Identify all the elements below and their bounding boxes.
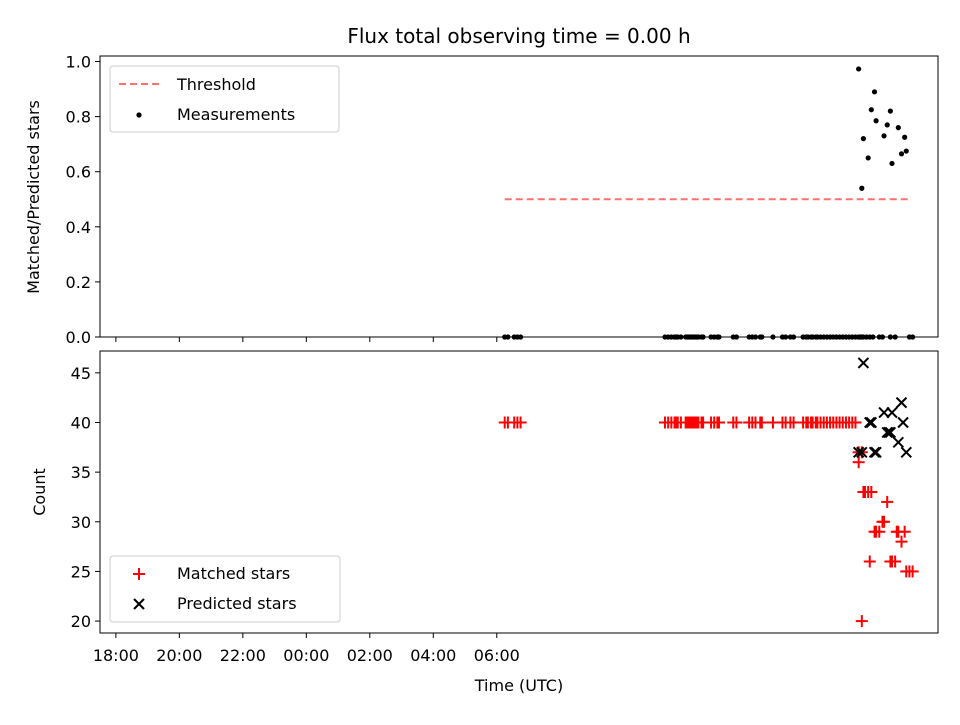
- y-tick-label: 35: [71, 463, 91, 482]
- matched-point: [855, 615, 868, 628]
- x-tick-label: 00:00: [283, 646, 329, 665]
- y-tick-label: 30: [71, 513, 91, 532]
- legend-predicted-swatch: [133, 598, 145, 610]
- predicted-point: [900, 446, 912, 458]
- legend-predicted-label: Predicted stars: [177, 594, 297, 613]
- ratio-x-ticks: [115, 337, 498, 342]
- matched-point: [755, 416, 768, 429]
- measurement-point: [887, 108, 893, 114]
- measurement-point: [871, 89, 878, 95]
- x-tick-label: 18:00: [93, 646, 139, 665]
- ratio-legend: Threshold Measurements: [109, 65, 340, 133]
- x-tick-label: 02:00: [347, 646, 393, 665]
- measurement-point: [898, 151, 905, 157]
- legend-measurements-swatch: [136, 112, 142, 118]
- predicted-point: [865, 416, 878, 429]
- y-tick-label: 45: [71, 364, 91, 383]
- x-tick-label: 06:00: [474, 646, 520, 665]
- measurement-point: [856, 66, 862, 72]
- legend-threshold-label: Threshold: [176, 75, 256, 94]
- y-tick-label: 25: [71, 562, 91, 581]
- matched-point: [873, 525, 886, 538]
- counts-panel: 20 25 30 35 40 45 18:00 20:00 22:00 00:00 02:00 04…: [30, 350, 939, 695]
- counts-legend: Matched stars Predicted stars: [109, 555, 341, 623]
- counts-y-label: Count: [30, 468, 49, 516]
- predicted-point: [883, 426, 895, 439]
- matched-point: [881, 495, 894, 508]
- matched-point: [863, 555, 876, 568]
- predicted-point: [881, 426, 893, 439]
- predicted-point: [892, 436, 905, 449]
- predicted-point: [895, 396, 908, 409]
- x-tick-label: 20:00: [156, 646, 202, 665]
- measurement-point: [881, 133, 887, 139]
- y-tick-label: 40: [71, 413, 91, 432]
- matched-point: [895, 535, 908, 548]
- predicted-point: [852, 446, 865, 458]
- counts-marks: [498, 357, 919, 628]
- measurement-point: [903, 148, 909, 154]
- measurement-point: [902, 134, 908, 140]
- y-tick-label: 0.8: [66, 108, 91, 127]
- measurement-point: [860, 136, 867, 142]
- measurement-point: [868, 107, 874, 113]
- predicted-point: [884, 426, 897, 439]
- counts-legend-box: [109, 555, 341, 623]
- legend-matched-swatch: [133, 568, 145, 580]
- measurement-point: [884, 122, 890, 128]
- matched-point: [906, 565, 919, 578]
- ratio-marks: [502, 66, 916, 340]
- y-tick-label: 0.0: [66, 328, 91, 347]
- y-tick-label: 0.4: [66, 218, 91, 237]
- predicted-point: [868, 446, 881, 458]
- predicted-point: [897, 416, 909, 429]
- y-tick-label: 20: [71, 612, 91, 631]
- measurement-point: [859, 185, 865, 191]
- x-tick-label: 04:00: [410, 646, 456, 665]
- ratio-legend-box: [109, 65, 340, 133]
- predicted-point: [857, 357, 870, 369]
- legend-matched-label: Matched stars: [177, 564, 290, 583]
- predicted-point: [886, 406, 898, 419]
- measurement-point: [865, 155, 871, 161]
- matched-point: [514, 416, 527, 429]
- y-tick-label: 0.6: [66, 163, 91, 182]
- predicted-point: [864, 416, 876, 429]
- predicted-point: [856, 446, 868, 458]
- ratio-y-axis: 0.0 0.2 0.4 0.6 0.8 1.0: [66, 53, 100, 347]
- matched-point: [878, 515, 891, 528]
- predicted-point: [870, 446, 882, 458]
- measurement-point: [873, 118, 879, 124]
- counts-axes-frame: [99, 350, 939, 634]
- x-tick-label: 22:00: [220, 646, 266, 665]
- ratio-axes-frame: [99, 55, 939, 338]
- matched-point: [890, 525, 903, 538]
- ratio-panel: 0.0 0.2 0.4 0.6 0.8 1.0 Matched/Predicted sta…: [24, 53, 939, 347]
- y-tick-label: 1.0: [66, 53, 91, 72]
- matched-point: [730, 416, 743, 429]
- legend-measurements-label: Measurements: [177, 105, 295, 124]
- matched-point: [889, 555, 902, 568]
- matched-point: [849, 416, 862, 429]
- counts-y-axis: 20 25 30 35 40 45: [71, 364, 100, 631]
- x-axis-label: Time (UTC): [474, 676, 563, 695]
- matched-point: [712, 416, 725, 429]
- y-tick-label: 0.2: [66, 273, 91, 292]
- measurement-point: [895, 125, 901, 131]
- ratio-y-label: Matched/Predicted stars: [24, 100, 43, 294]
- counts-x-axis: 18:00 20:00 22:00 00:00 02:00 04:00 06:00: [93, 633, 520, 665]
- measurement-point: [889, 160, 895, 167]
- matched-point: [865, 486, 878, 498]
- chart-title: Flux total observing time = 0.00 h: [347, 24, 690, 48]
